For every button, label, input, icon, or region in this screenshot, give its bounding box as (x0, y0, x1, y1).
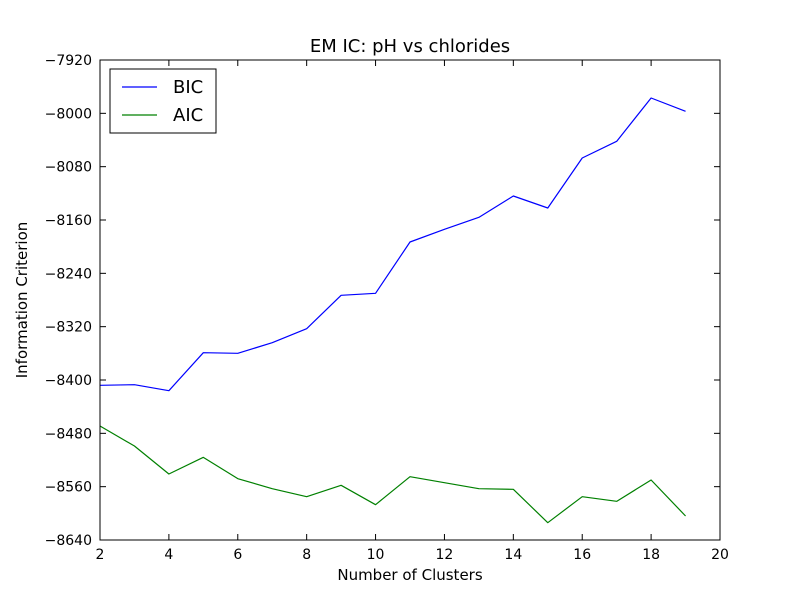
data-point-aic (133, 445, 136, 448)
data-point-aic (581, 495, 584, 498)
data-point-aic (684, 515, 687, 518)
data-point-bic (236, 352, 239, 355)
y-tick-label: −8240 (45, 266, 92, 282)
x-tick-label: 10 (367, 547, 385, 563)
data-point-aic (512, 488, 515, 491)
y-tick-label: −8560 (45, 480, 92, 496)
data-point-bic (374, 292, 377, 295)
data-point-bic (615, 140, 618, 143)
legend-label-bic: BIC (173, 77, 203, 98)
data-point-bic (684, 110, 687, 113)
data-point-aic (202, 456, 205, 459)
y-tick-label: −8000 (45, 106, 92, 122)
series-line-bic (99, 97, 686, 392)
data-point-aic (271, 487, 274, 490)
series-line-aic (99, 425, 686, 524)
data-point-bic (581, 157, 584, 160)
data-point-bic (512, 195, 515, 198)
y-tick-label: −8400 (45, 373, 92, 389)
data-point-aic (650, 479, 653, 482)
legend-box (109, 68, 217, 134)
x-tick-label: 12 (436, 547, 454, 563)
data-point-aic (546, 521, 549, 524)
x-tick-label: 18 (642, 547, 660, 563)
data-point-bic (167, 389, 170, 392)
data-point-bic (133, 383, 136, 386)
ticks-layer: 2 4 6 8 10 12 14 16 18 20 −7920 −8000 −8080 −8160 −824… (45, 53, 729, 563)
x-tick-label: 8 (302, 547, 311, 563)
data-point-aic (374, 503, 377, 506)
data-point-aic (167, 473, 170, 476)
data-point-aic (236, 477, 239, 480)
plot-frame (99, 59, 721, 541)
x-tick-label: 6 (233, 547, 242, 563)
x-tick-label: 2 (96, 547, 105, 563)
x-tick-label: 4 (164, 547, 173, 563)
data-point-bic (271, 341, 274, 344)
data-point-bic (650, 97, 653, 100)
data-point-bic (305, 327, 308, 330)
data-point-aic (477, 487, 480, 490)
data-point-bic (202, 351, 205, 354)
data-point-aic (340, 484, 343, 487)
data-point-aic (409, 475, 412, 478)
legend: BIC AIC (109, 68, 217, 134)
y-tick-label: −8320 (45, 320, 92, 336)
data-point-bic (443, 228, 446, 231)
x-tick-label: 16 (573, 547, 591, 563)
data-point-aic (305, 495, 308, 498)
y-tick-label: −8080 (45, 160, 92, 176)
y-tick-label: −7920 (45, 53, 92, 69)
series-layer (99, 97, 687, 524)
data-point-aic (615, 500, 618, 503)
data-point-bic (546, 207, 549, 210)
y-axis-title: Information Criterion (13, 222, 31, 379)
y-tick-label: −8160 (45, 213, 92, 229)
data-point-bic (477, 216, 480, 219)
x-tick-label: 14 (504, 547, 522, 563)
x-axis-title: Number of Clusters (337, 566, 482, 584)
y-tick-label: −8640 (45, 533, 92, 549)
data-point-aic (443, 481, 446, 484)
data-point-bic (340, 294, 343, 297)
chart-title: EM IC: pH vs chlorides (310, 36, 510, 57)
legend-label-aic: AIC (173, 105, 203, 126)
y-tick-label: −8480 (45, 426, 92, 442)
data-point-bic (409, 241, 412, 244)
x-tick-label: 20 (711, 547, 729, 563)
